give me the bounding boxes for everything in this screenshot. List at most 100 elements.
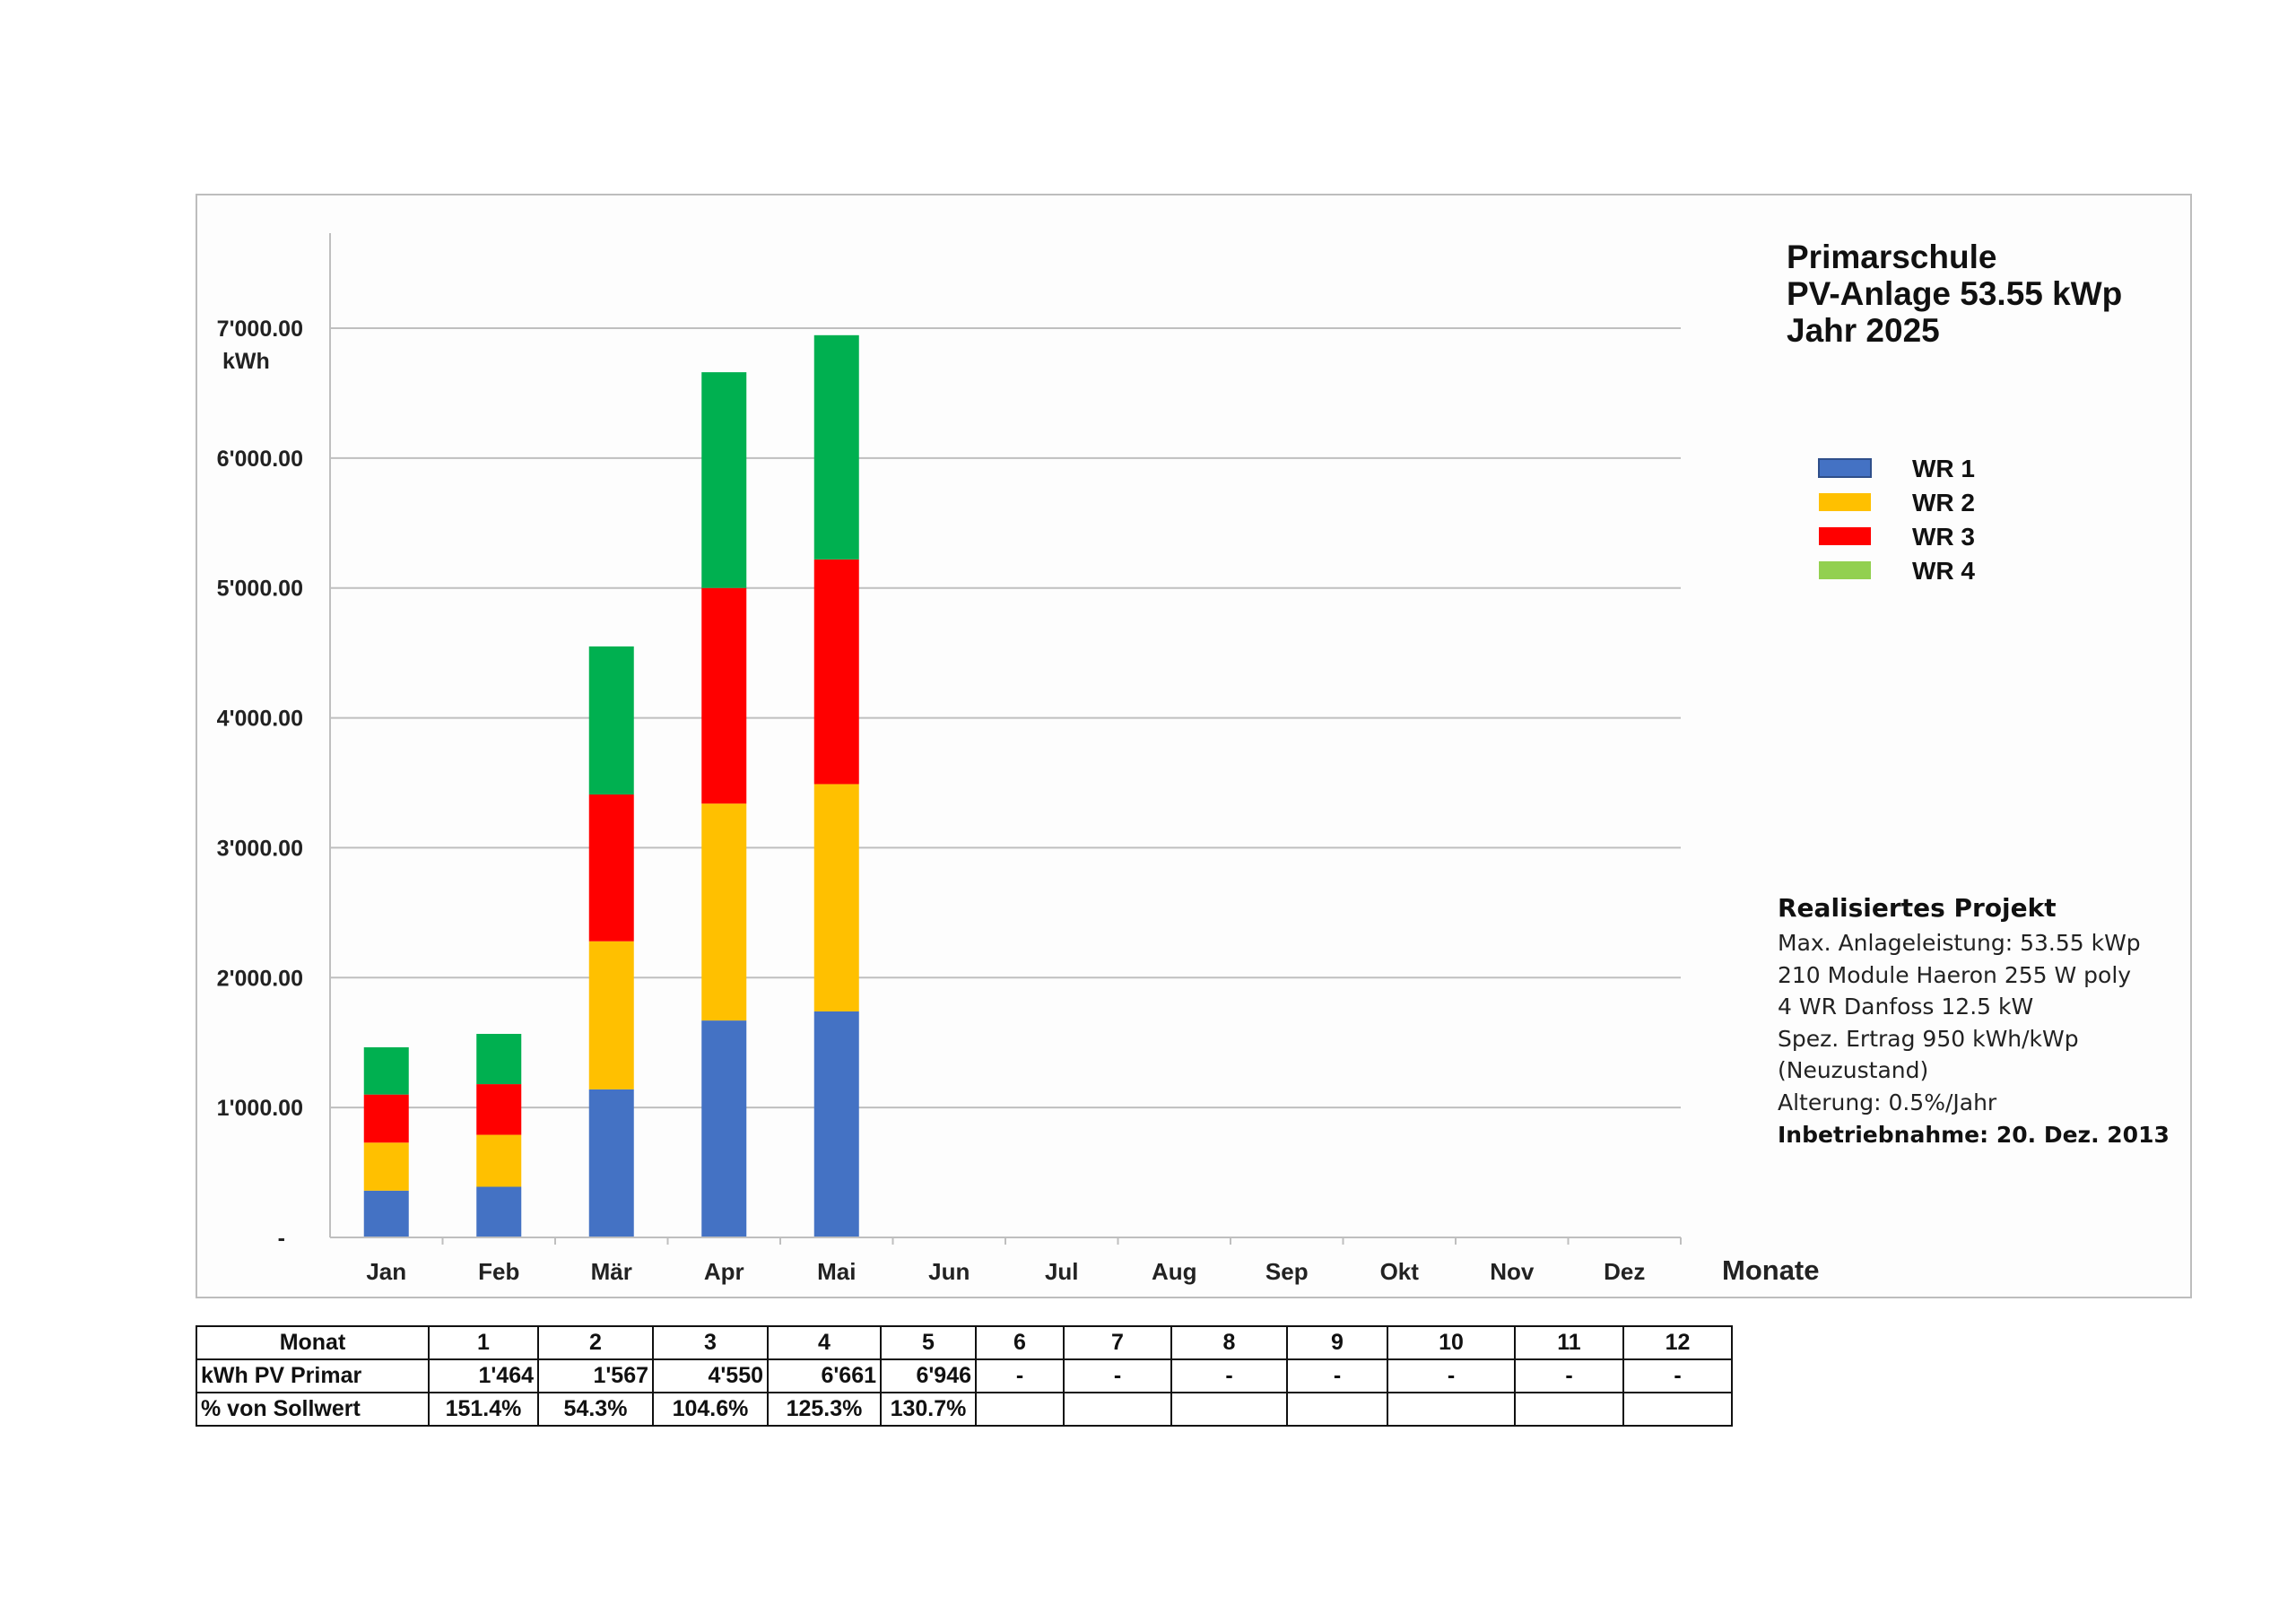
y-tick-label: 6'000.00 bbox=[217, 447, 303, 472]
table-cell: 6'661 bbox=[767, 1358, 882, 1393]
x-tick-label: Jan bbox=[366, 1258, 406, 1285]
table-cell: 1 bbox=[428, 1325, 539, 1360]
bar-segment-wr1-5 bbox=[813, 1011, 859, 1237]
table-cell: 1'464 bbox=[428, 1358, 539, 1393]
table-cell bbox=[1063, 1392, 1172, 1427]
table-cell: 104.6% bbox=[652, 1392, 769, 1427]
legend-swatch bbox=[1819, 527, 1871, 545]
table-cell bbox=[1286, 1392, 1388, 1427]
title-line-3: Jahr 2025 bbox=[1787, 312, 1940, 349]
table-cell: 12 bbox=[1622, 1325, 1733, 1360]
y-tick-label: - bbox=[278, 1226, 285, 1251]
table-cell bbox=[1514, 1392, 1624, 1427]
x-axis-label: Monate bbox=[1722, 1254, 1820, 1286]
info-commissioning: Inbetriebnahme: 20. Dez. 2013 bbox=[1778, 1122, 2170, 1148]
legend: WR 1 WR 2 WR 3 WR 4 bbox=[1818, 455, 1975, 585]
table-cell: 7 bbox=[1063, 1325, 1172, 1360]
table-cell: 11 bbox=[1514, 1325, 1624, 1360]
title-line-2: PV-Anlage 53.55 kWp bbox=[1787, 275, 2122, 312]
bar-segment-wr4-1 bbox=[363, 1046, 409, 1095]
bars bbox=[363, 334, 859, 1237]
info-line-5: (Neuzustand) bbox=[1778, 1057, 1928, 1083]
row-label: % von Sollwert bbox=[196, 1392, 430, 1427]
bar-segment-wr2-3 bbox=[588, 941, 634, 1089]
x-tick-label: Jun bbox=[928, 1258, 970, 1285]
table-cell: 54.3% bbox=[537, 1392, 654, 1427]
y-tick-label: 4'000.00 bbox=[217, 707, 303, 732]
table-cell: 8 bbox=[1170, 1325, 1288, 1360]
y-tick-label: 3'000.00 bbox=[217, 836, 303, 861]
info-line-6: Alterung: 0.5%/Jahr bbox=[1778, 1089, 1997, 1115]
table-cell: 4'550 bbox=[652, 1358, 769, 1393]
x-tick-label: Feb bbox=[478, 1258, 519, 1285]
bar-segment-wr3-2 bbox=[476, 1084, 522, 1135]
table-row: % von Sollwert 151.4% 54.3% 104.6% 125.3% 130… bbox=[196, 1392, 1733, 1427]
table-row: Monat 1 2 3 4 5 6 7 8 9 10 11 12 bbox=[196, 1325, 1733, 1360]
bar-segment-wr4-2 bbox=[476, 1034, 522, 1085]
y-tick-labels: - 1'000.00 2'000.00 3'000.00 4'000.00 5'000.0… bbox=[217, 317, 303, 1251]
table-cell: 4 bbox=[767, 1325, 882, 1360]
x-tick-label: Nov bbox=[1490, 1258, 1535, 1285]
table-cell: 130.7% bbox=[880, 1392, 977, 1427]
chart-frame: - 1'000.00 2'000.00 3'000.00 4'000.00 5'000.0… bbox=[196, 194, 2192, 1298]
x-tick-label: Apr bbox=[704, 1258, 744, 1285]
info-line-1: Max. Anlageleistung: 53.55 kWp bbox=[1778, 930, 2141, 956]
project-info: Realisiertes Projekt Max. Anlageleistung… bbox=[1778, 893, 2170, 1148]
table-cell bbox=[975, 1392, 1065, 1427]
info-heading: Realisiertes Projekt bbox=[1778, 893, 2057, 923]
monthly-data-table: Monat 1 2 3 4 5 6 7 8 9 10 11 12 kWh PV Primar 1'464 1'… bbox=[196, 1325, 1733, 1427]
table-cell: - bbox=[975, 1358, 1065, 1393]
table-cell: 2 bbox=[537, 1325, 654, 1360]
table-cell bbox=[1622, 1392, 1733, 1427]
y-tick-label: 1'000.00 bbox=[217, 1096, 303, 1121]
x-tick-label: Dez bbox=[1604, 1258, 1645, 1285]
table-cell: - bbox=[1286, 1358, 1388, 1393]
table-cell: 5 bbox=[880, 1325, 977, 1360]
bar-segment-wr3-3 bbox=[588, 794, 634, 942]
x-tick-label: Sep bbox=[1265, 1258, 1309, 1285]
legend-label: WR 1 bbox=[1912, 455, 1975, 482]
table-cell: - bbox=[1622, 1358, 1733, 1393]
table-cell bbox=[1387, 1392, 1516, 1427]
bar-segment-wr2-2 bbox=[476, 1134, 522, 1187]
chart-title: Primarschule PV-Anlage 53.55 kWp Jahr 20… bbox=[1787, 239, 2122, 349]
table-cell: 9 bbox=[1286, 1325, 1388, 1360]
x-tick-labels: Jan Feb Mär Apr Mai Jun Jul Aug Sep Okt Nov Dez bbox=[366, 1258, 1645, 1285]
x-tick-label: Mär bbox=[591, 1258, 632, 1285]
bar-segment-wr1-1 bbox=[363, 1190, 409, 1237]
bar-segment-wr2-4 bbox=[701, 803, 747, 1021]
y-axis-label: kWh bbox=[222, 349, 270, 374]
table-cell: - bbox=[1063, 1358, 1172, 1393]
legend-swatch bbox=[1819, 561, 1871, 579]
table-cell: 125.3% bbox=[767, 1392, 882, 1427]
bar-segment-wr4-3 bbox=[588, 646, 634, 795]
title-line-1: Primarschule bbox=[1787, 239, 1996, 275]
table-cell bbox=[1170, 1392, 1288, 1427]
bar-segment-wr1-2 bbox=[476, 1186, 522, 1237]
table-row: kWh PV Primar 1'464 1'567 4'550 6'661 6'946- -… bbox=[196, 1358, 1733, 1393]
bar-segment-wr1-4 bbox=[701, 1020, 747, 1237]
info-line-2: 210 Module Haeron 255 W poly bbox=[1778, 962, 2131, 988]
x-tick-label: Aug bbox=[1152, 1258, 1197, 1285]
bar-segment-wr3-4 bbox=[701, 587, 747, 804]
bar-segment-wr4-5 bbox=[813, 334, 859, 560]
gridlines bbox=[330, 327, 1681, 1109]
table-cell: 10 bbox=[1387, 1325, 1516, 1360]
bar-segment-wr2-5 bbox=[813, 784, 859, 1011]
legend-swatch bbox=[1818, 458, 1872, 478]
table-cell: 3 bbox=[652, 1325, 769, 1360]
bar-segment-wr3-5 bbox=[813, 559, 859, 785]
x-tick-label: Jul bbox=[1045, 1258, 1079, 1285]
bar-segment-wr3-1 bbox=[363, 1094, 409, 1143]
row-label: Monat bbox=[196, 1325, 430, 1360]
legend-swatch bbox=[1819, 493, 1871, 511]
table-cell: - bbox=[1387, 1358, 1516, 1393]
table-cell: 1'567 bbox=[537, 1358, 654, 1393]
info-line-4: Spez. Ertrag 950 kWh/kWp bbox=[1778, 1026, 2079, 1052]
bar-segment-wr1-3 bbox=[588, 1089, 634, 1237]
y-tick-label: 5'000.00 bbox=[217, 577, 303, 602]
x-tick-label: Okt bbox=[1380, 1258, 1420, 1285]
table-cell: 6'946 bbox=[880, 1358, 977, 1393]
bar-segment-wr4-4 bbox=[701, 372, 747, 588]
axes bbox=[329, 233, 1682, 1245]
